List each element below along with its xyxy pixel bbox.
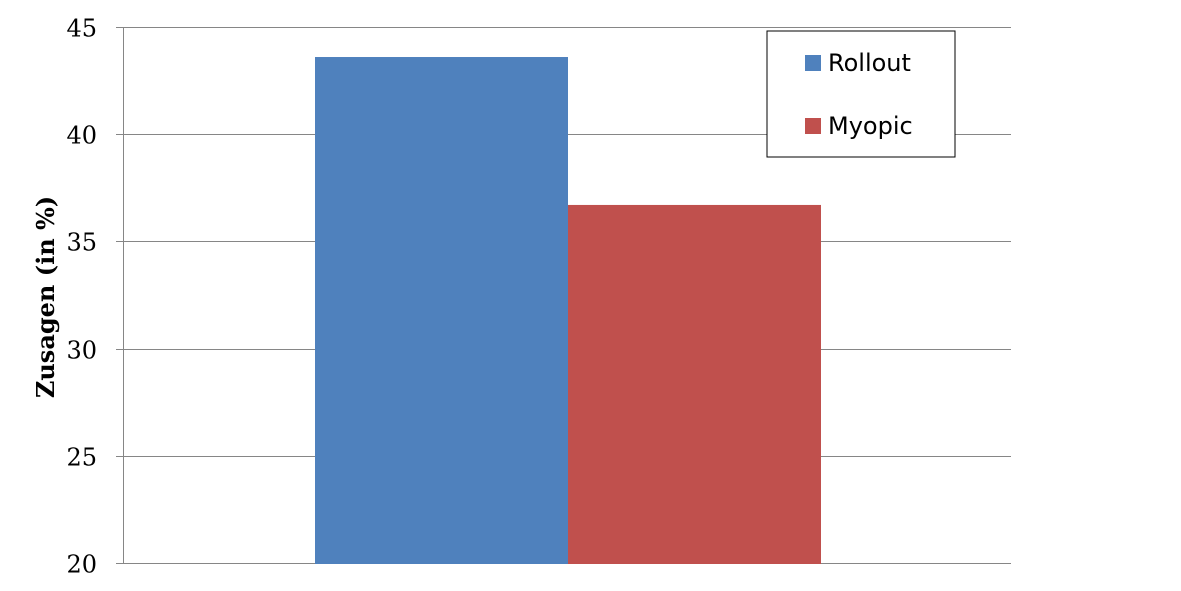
legend-swatch-myopic (805, 118, 821, 134)
legend-swatch-rollout (805, 55, 821, 71)
y-tick-label: 20 (66, 551, 97, 579)
y-axis-title: Zusagen (in %) (31, 196, 60, 398)
legend-label-rollout: Rollout (828, 49, 911, 77)
bars (315, 57, 821, 565)
y-tick-label: 45 (66, 15, 97, 43)
y-tick-label: 30 (66, 337, 97, 365)
y-axis: 20 25 30 35 40 45 (66, 15, 124, 579)
legend-label-myopic: Myopic (828, 112, 913, 140)
bar-myopic (568, 204, 821, 564)
y-tick-label: 35 (66, 229, 97, 257)
bar-rollout (315, 57, 568, 565)
y-tick-label: 40 (66, 122, 97, 150)
legend: Rollout Myopic (766, 30, 956, 158)
y-tick-label: 25 (66, 444, 97, 472)
legend-box (766, 30, 956, 158)
